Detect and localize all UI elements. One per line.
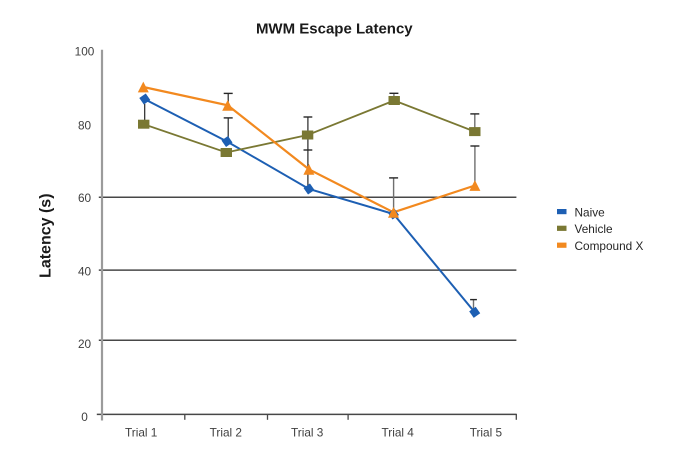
svg-text:60: 60 [78, 191, 92, 205]
svg-text:Trial 4: Trial 4 [382, 425, 415, 439]
svg-text:20: 20 [78, 337, 92, 351]
svg-text:Trial 2: Trial 2 [210, 425, 242, 439]
svg-text:Trial 1: Trial 1 [125, 425, 157, 439]
svg-text:MWM Escape Latency: MWM Escape Latency [256, 21, 413, 38]
svg-text:Trial 5: Trial 5 [470, 425, 503, 439]
svg-text:Trial 3: Trial 3 [291, 425, 324, 439]
svg-text:0: 0 [81, 410, 88, 424]
svg-text:100: 100 [75, 45, 95, 59]
svg-text:Compound X: Compound X [575, 239, 644, 253]
svg-text:80: 80 [78, 118, 92, 132]
svg-text:Vehicle: Vehicle [575, 222, 613, 236]
svg-text:40: 40 [78, 264, 92, 278]
svg-text:Naive: Naive [575, 206, 606, 220]
svg-text:Latency (s): Latency (s) [38, 193, 55, 277]
